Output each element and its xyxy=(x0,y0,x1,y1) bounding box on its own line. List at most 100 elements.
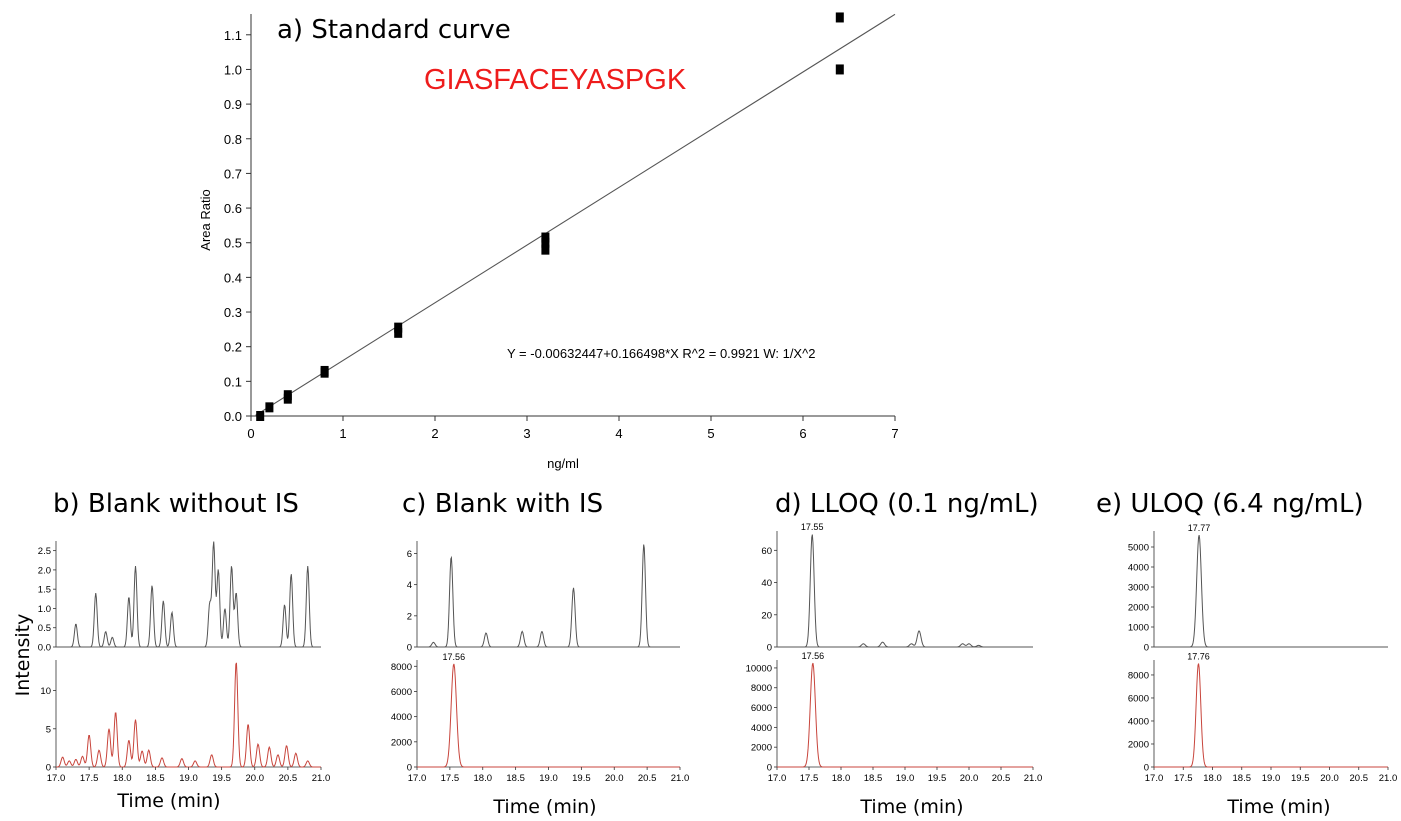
x-tick-label: 21.0 xyxy=(1024,773,1043,784)
data-point xyxy=(394,327,403,338)
x-tick-label: 20.5 xyxy=(279,773,298,784)
x-tick-label: 19.5 xyxy=(1291,773,1310,784)
x-tick-label: 19.0 xyxy=(179,773,198,784)
x-tick-label: 17.0 xyxy=(408,773,427,784)
top-trace xyxy=(1154,534,1388,648)
y-tick-label: 0 xyxy=(46,763,51,774)
y-tick-label: 0.5 xyxy=(224,236,242,251)
x-tick-label: 18.0 xyxy=(474,773,493,784)
x-tick-label: 18.5 xyxy=(1233,773,1252,784)
x-tick-label: 19.0 xyxy=(896,773,915,784)
x-tick-label: 18.0 xyxy=(113,773,132,784)
y-tick-label: 2.5 xyxy=(38,546,51,557)
x-tick-label: 20.5 xyxy=(638,773,657,784)
y-tick-label: 0.2 xyxy=(224,340,242,355)
data-point xyxy=(394,322,403,333)
x-tick-label: 18.5 xyxy=(506,773,525,784)
y-tick-label: 2000 xyxy=(391,737,412,748)
x-tick-label: 20.5 xyxy=(1350,773,1369,784)
bottom-trace xyxy=(1154,663,1388,768)
y-tick-label: 0.7 xyxy=(224,166,242,181)
y-tick-label: 10000 xyxy=(746,663,772,674)
peak-label: 17.56 xyxy=(802,651,825,661)
y-tick-label: 1.5 xyxy=(38,585,51,596)
y-tick-label: 1.0 xyxy=(224,62,242,77)
top-trace xyxy=(777,534,1033,648)
y-tick-label: 4 xyxy=(407,580,412,591)
y-axis-label: Area Ratio xyxy=(198,189,213,250)
panel-a-title: a) Standard curve xyxy=(277,15,511,45)
data-point xyxy=(283,390,292,401)
y-tick-label: 8000 xyxy=(751,683,772,694)
bottom-trace xyxy=(417,663,680,768)
y-tick-label: 2000 xyxy=(1128,603,1149,614)
x-tick-label: 19.5 xyxy=(572,773,591,784)
x-axis-label: ng/ml xyxy=(547,456,579,471)
bottom-trace xyxy=(55,662,321,768)
x-tick-label: 2 xyxy=(431,426,438,441)
x-tick-label: 5 xyxy=(707,426,714,441)
data-point xyxy=(320,365,329,376)
data-point xyxy=(835,64,844,75)
intensity-label: Intensity xyxy=(12,614,34,697)
x-tick-label: 17.5 xyxy=(441,773,460,784)
panel-c-xlabel: Time (min) xyxy=(492,796,596,818)
y-tick-label: 0.9 xyxy=(224,97,242,112)
y-tick-label: 1000 xyxy=(1128,623,1149,634)
x-tick-label: 20.0 xyxy=(960,773,979,784)
x-tick-label: 21.0 xyxy=(312,773,331,784)
x-tick-label: 21.0 xyxy=(1379,773,1398,784)
x-tick-label: 7 xyxy=(891,426,898,441)
regression-equation: Y = -0.00632447+0.166498*X R^2 = 0.9921 … xyxy=(507,346,815,361)
y-tick-label: 8000 xyxy=(1128,670,1149,681)
peptide-label: GIASFACEYASPGK xyxy=(424,64,687,96)
y-tick-label: 20 xyxy=(761,610,772,621)
y-tick-label: 5000 xyxy=(1128,543,1149,554)
y-tick-label: 60 xyxy=(761,546,772,557)
y-tick-label: 0 xyxy=(407,763,412,774)
x-tick-label: 3 xyxy=(523,426,530,441)
x-tick-label: 19.5 xyxy=(212,773,231,784)
top-trace xyxy=(56,541,321,648)
y-tick-label: 4000 xyxy=(1128,563,1149,574)
x-tick-label: 21.0 xyxy=(671,773,690,784)
panel-b-title: b) Blank without IS xyxy=(53,489,299,519)
data-point xyxy=(541,232,550,243)
y-tick-label: 0 xyxy=(407,643,412,654)
x-tick-label: 17.5 xyxy=(80,773,99,784)
y-tick-label: 6 xyxy=(407,549,412,560)
y-tick-label: 1.0 xyxy=(38,604,51,615)
data-point xyxy=(541,237,550,248)
y-tick-label: 6000 xyxy=(1128,693,1149,704)
y-tick-label: 10 xyxy=(40,686,51,697)
y-tick-label: 4000 xyxy=(1128,716,1149,727)
peak-label: 17.76 xyxy=(1187,651,1210,661)
y-tick-label: 40 xyxy=(761,578,772,589)
bottom-trace xyxy=(777,662,1033,768)
y-tick-label: 0 xyxy=(1144,643,1149,654)
data-point xyxy=(256,411,265,421)
y-tick-label: 0.0 xyxy=(224,409,242,424)
y-tick-label: 3000 xyxy=(1128,583,1149,594)
x-tick-label: 0 xyxy=(247,426,254,441)
y-tick-label: 2000 xyxy=(1128,739,1149,750)
y-tick-label: 8000 xyxy=(391,662,412,673)
standard-curve-panel: a) Standard curve GIASFACEYASPGK Y = -0.… xyxy=(198,12,899,471)
regression-line xyxy=(255,13,896,416)
y-tick-label: 5 xyxy=(46,724,51,735)
peak-label: 17.55 xyxy=(801,522,824,532)
x-tick-label: 17.0 xyxy=(768,773,787,784)
x-tick-label: 20.0 xyxy=(246,773,265,784)
x-tick-label: 17.0 xyxy=(1145,773,1164,784)
panel-c-title: c) Blank with IS xyxy=(402,489,603,519)
x-tick-label: 19.5 xyxy=(928,773,947,784)
x-tick-label: 20.0 xyxy=(605,773,624,784)
chromatogram-panels: b) Blank without IS c) Blank with IS d) … xyxy=(12,489,1397,818)
y-tick-label: 0 xyxy=(767,763,772,774)
data-point xyxy=(265,402,274,413)
x-tick-label: 19.0 xyxy=(1262,773,1281,784)
panel-d-title: d) LLOQ (0.1 ng/mL) xyxy=(775,489,1039,519)
y-tick-label: 6000 xyxy=(751,703,772,714)
y-tick-label: 6000 xyxy=(391,687,412,698)
panel-e-xlabel: Time (min) xyxy=(1226,796,1330,818)
